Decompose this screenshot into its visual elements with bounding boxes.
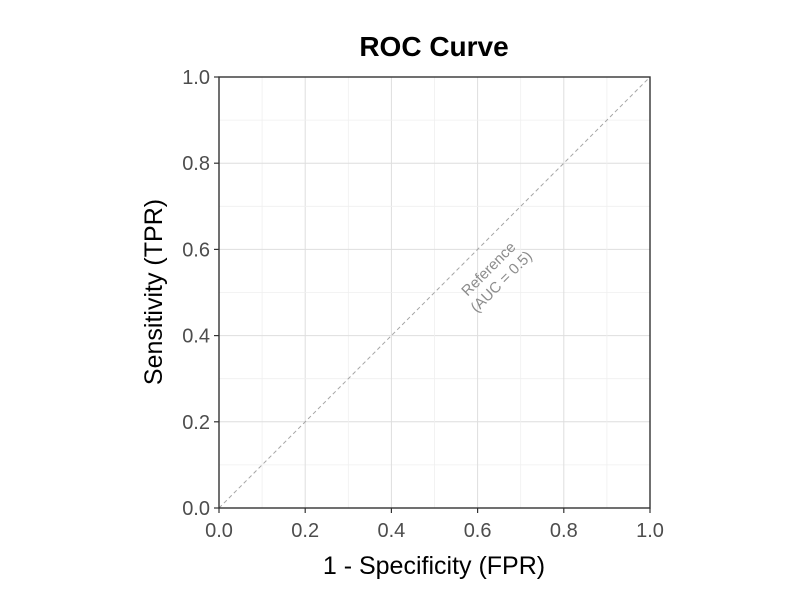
- x-tick-label: 0.8: [550, 520, 578, 542]
- x-tick-label: 0.4: [377, 520, 405, 542]
- x-tick-label: 0.0: [205, 520, 233, 542]
- reference-line: [218, 76, 651, 509]
- annotation-layer: Reference(AUC = 0.5): [455, 235, 536, 316]
- y-tick-label: 0.4: [182, 326, 210, 348]
- x-tick-label: 0.2: [291, 520, 319, 542]
- y-tick-label: 0.8: [182, 153, 210, 175]
- y-axis: 0.0 0.2 0.4 0.6 0.8 1.0: [182, 67, 219, 520]
- y-tick-label: 0.6: [182, 239, 210, 261]
- y-tick-label: 1.0: [182, 67, 210, 89]
- y-axis-label: Sensitivity (TPR): [140, 199, 168, 385]
- reference-annotation: Reference(AUC = 0.5): [455, 235, 536, 316]
- series-layer: [218, 76, 651, 509]
- x-tick-label: 1.0: [636, 520, 664, 542]
- x-tick-label: 0.6: [464, 520, 492, 542]
- y-tick-label: 0.2: [182, 412, 210, 434]
- plot-border: [218, 76, 651, 509]
- x-axis-label: 1 - Specificity (FPR): [323, 552, 545, 580]
- chart-title: ROC Curve: [359, 31, 508, 62]
- x-axis: 0.0 0.2 0.4 0.6 0.8 1.0: [205, 508, 664, 542]
- y-tick-label: 0.0: [182, 498, 210, 520]
